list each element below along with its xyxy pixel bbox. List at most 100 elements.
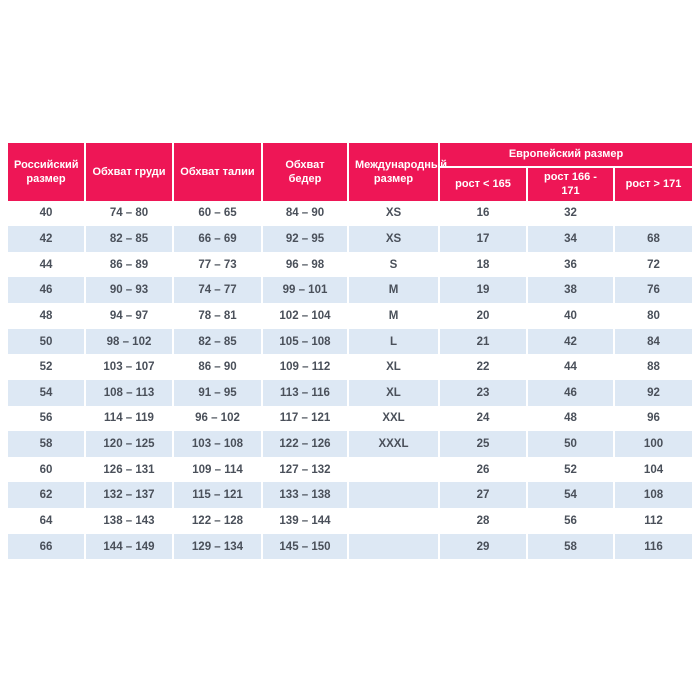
table-cell: XXXL bbox=[349, 431, 440, 457]
table-cell: 138 – 143 bbox=[86, 508, 174, 534]
table-cell: 46 bbox=[8, 277, 86, 304]
table-cell bbox=[349, 456, 440, 483]
table-cell: 122 – 126 bbox=[263, 431, 349, 457]
col-header-russian-size: Российский размер bbox=[8, 143, 86, 201]
table-cell: 109 – 114 bbox=[174, 456, 263, 483]
table-row: 50 98 – 102 82 – 85 105 – 108 L 21 42 84 bbox=[8, 328, 693, 355]
table-cell: 18 bbox=[440, 251, 528, 278]
col-header-international-size: Международный размер bbox=[349, 143, 447, 201]
table-cell: 48 bbox=[528, 405, 615, 432]
table-cell: 103 – 108 bbox=[174, 431, 263, 457]
size-chart: Российский размер Обхват груди Обхват та… bbox=[8, 143, 693, 560]
table-cell: 105 – 108 bbox=[263, 328, 349, 355]
table-cell: 28 bbox=[440, 508, 528, 534]
table-cell: XS bbox=[349, 226, 440, 252]
table-cell: 109 – 112 bbox=[263, 354, 349, 380]
col-header-height-166-171: рост 166 - 171 bbox=[528, 168, 615, 201]
table-cell: 86 – 89 bbox=[86, 251, 174, 278]
table-cell: 40 bbox=[528, 303, 615, 329]
table-cell: 90 – 93 bbox=[86, 277, 174, 304]
table-cell: 117 – 121 bbox=[263, 405, 349, 432]
table-cell: 114 – 119 bbox=[86, 405, 174, 432]
table-cell: 19 bbox=[440, 277, 528, 304]
table-cell: 50 bbox=[528, 431, 615, 457]
table-cell: 52 bbox=[8, 354, 86, 380]
table-cell: 27 bbox=[440, 482, 528, 509]
table-cell: 94 – 97 bbox=[86, 303, 174, 329]
size-chart-table: Российский размер Обхват груди Обхват та… bbox=[8, 143, 693, 560]
table-cell: 46 bbox=[528, 379, 615, 406]
table-cell: 68 bbox=[615, 226, 693, 252]
table-cell: 84 bbox=[615, 328, 693, 355]
table-cell: 60 – 65 bbox=[174, 200, 263, 227]
table-cell: S bbox=[349, 251, 440, 278]
table-cell: 145 – 150 bbox=[263, 533, 349, 560]
table-cell: 108 bbox=[615, 482, 693, 509]
table-cell: 82 – 85 bbox=[174, 328, 263, 355]
table-cell: 58 bbox=[528, 533, 615, 560]
table-cell: 36 bbox=[528, 251, 615, 278]
table-cell: XXL bbox=[349, 405, 440, 432]
table-row: 62 132 – 137 115 – 121 133 – 138 27 54 108 bbox=[8, 482, 693, 509]
table-cell: 24 bbox=[440, 405, 528, 432]
table-cell bbox=[349, 508, 440, 534]
table-cell: 54 bbox=[8, 379, 86, 406]
table-cell bbox=[615, 200, 693, 227]
table-row: 44 86 – 89 77 – 73 96 – 98 S 18 36 72 bbox=[8, 251, 693, 278]
table-row: 42 82 – 85 66 – 69 92 – 95 XS 17 34 68 bbox=[8, 226, 693, 252]
table-cell: 144 – 149 bbox=[86, 533, 174, 560]
table-cell: 48 bbox=[8, 303, 86, 329]
table-cell: 62 bbox=[8, 482, 86, 509]
table-cell: 86 – 90 bbox=[174, 354, 263, 380]
table-cell: 50 bbox=[8, 328, 86, 355]
table-cell: 74 – 80 bbox=[86, 200, 174, 227]
table-cell: 129 – 134 bbox=[174, 533, 263, 560]
table-cell: 52 bbox=[528, 456, 615, 483]
table-cell: 76 bbox=[615, 277, 693, 304]
table-row: 66 144 – 149 129 – 134 145 – 150 29 58 116 bbox=[8, 533, 693, 560]
table-cell: 96 bbox=[615, 405, 693, 432]
table-cell: 16 bbox=[440, 200, 528, 227]
table-row: 52 103 – 107 86 – 90 109 – 112 XL 22 44 88 bbox=[8, 354, 693, 380]
table-cell: 66 – 69 bbox=[174, 226, 263, 252]
table-cell: 98 – 102 bbox=[86, 328, 174, 355]
table-cell bbox=[349, 533, 440, 560]
table-cell: 44 bbox=[8, 251, 86, 278]
table-cell: 42 bbox=[8, 226, 86, 252]
table-cell: 122 – 128 bbox=[174, 508, 263, 534]
col-header-hips: Обхват бедер bbox=[263, 143, 349, 201]
table-cell: 127 – 132 bbox=[263, 456, 349, 483]
table-cell: 38 bbox=[528, 277, 615, 304]
table-cell: 56 bbox=[528, 508, 615, 534]
table-cell: 84 – 90 bbox=[263, 200, 349, 227]
table-body: 40 74 – 80 60 – 65 84 – 90 XS 16 32 42 82 – 85 66… bbox=[8, 200, 693, 560]
table-row: 56 114 – 119 96 – 102 117 – 121 XXL 24 48 96 bbox=[8, 405, 693, 432]
table-row: 48 94 – 97 78 – 81 102 – 104 M 20 40 80 bbox=[8, 303, 693, 329]
table-cell: 17 bbox=[440, 226, 528, 252]
table-cell: 77 – 73 bbox=[174, 251, 263, 278]
table-cell: 82 – 85 bbox=[86, 226, 174, 252]
table-cell: XS bbox=[349, 200, 440, 227]
table-cell: 72 bbox=[615, 251, 693, 278]
table-cell: 133 – 138 bbox=[263, 482, 349, 509]
table-cell: 78 – 81 bbox=[174, 303, 263, 329]
table-row: 60 126 – 131 109 – 114 127 – 132 26 52 104 bbox=[8, 456, 693, 483]
table-cell: 23 bbox=[440, 379, 528, 406]
table-row: 46 90 – 93 74 – 77 99 – 101 M 19 38 76 bbox=[8, 277, 693, 304]
table-cell: L bbox=[349, 328, 440, 355]
col-header-european-size: Европейский размер bbox=[440, 143, 693, 168]
table-cell: 91 – 95 bbox=[174, 379, 263, 406]
table-cell: 92 – 95 bbox=[263, 226, 349, 252]
table-cell: XL bbox=[349, 379, 440, 406]
table-cell: 80 bbox=[615, 303, 693, 329]
table-cell: 139 – 144 bbox=[263, 508, 349, 534]
table-cell: 56 bbox=[8, 405, 86, 432]
table-cell: M bbox=[349, 277, 440, 304]
table-cell: 32 bbox=[528, 200, 615, 227]
table-cell: 92 bbox=[615, 379, 693, 406]
table-cell: 20 bbox=[440, 303, 528, 329]
table-cell: 126 – 131 bbox=[86, 456, 174, 483]
table-cell: 115 – 121 bbox=[174, 482, 263, 509]
table-cell: 29 bbox=[440, 533, 528, 560]
table-cell: 100 bbox=[615, 431, 693, 457]
